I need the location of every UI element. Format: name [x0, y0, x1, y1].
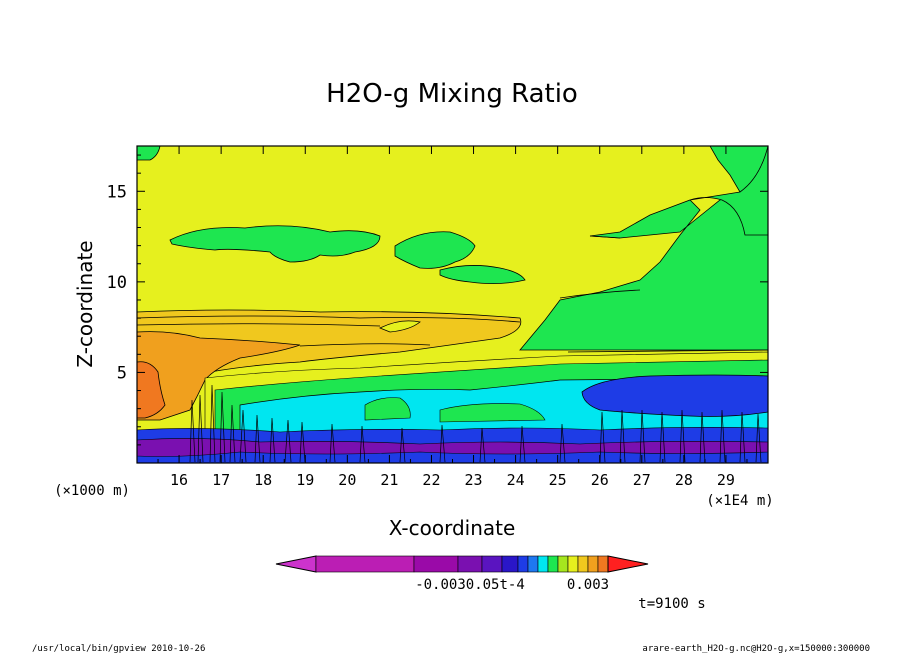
colorbar-segment [577, 555, 589, 573]
y-axis: 5 10 15 [107, 154, 768, 446]
x-tick-label: 21 [380, 471, 398, 489]
colorbar-segment [481, 555, 503, 573]
region-light-orange-inner [379, 320, 421, 333]
y-tick-label: 15 [107, 182, 127, 202]
x-tick-label: 22 [422, 471, 440, 489]
colorbar-right-arrow [607, 555, 649, 573]
colorbar-segment [567, 555, 579, 573]
x-tick-label: 17 [212, 471, 230, 489]
region-dark-orange [137, 361, 166, 419]
colorbar-segment [413, 555, 459, 573]
colorbar-segment [517, 555, 529, 573]
region-green-patch-1 [364, 397, 411, 421]
colorbar-segment [547, 555, 559, 573]
y-unit-label: (×1000 m) [54, 483, 130, 499]
region-purple-bottom [137, 438, 768, 457]
region-green-patch-2 [439, 403, 546, 423]
colorbar-segment [597, 555, 609, 573]
contour-field [137, 146, 768, 463]
colorbar-segment [537, 555, 549, 573]
colorbar-segment [457, 555, 483, 573]
x-axis-title: X-coordinate [389, 516, 516, 540]
contour-lines [137, 235, 768, 353]
y-tick-label: 5 [117, 363, 127, 383]
region-green-cloud-2 [394, 231, 476, 269]
region-upper-green-2 [689, 146, 768, 236]
y-tick-label: 10 [107, 273, 127, 293]
time-label: t=9100 s [638, 596, 705, 612]
x-tick-label: 19 [296, 471, 314, 489]
x-tick-label: 24 [507, 471, 525, 489]
colorbar [275, 555, 649, 573]
footer-right: arare-earth_H2O-g.nc@H2O-g,x=150000:3000… [642, 644, 870, 654]
colorbar-label-overlap: -0.0030.05t-4 [415, 577, 525, 593]
colorbar-segment [501, 555, 519, 573]
y-axis-title: Z-coordinate [73, 240, 97, 367]
x-axis: 16 17 18 19 20 21 22 23 24 25 26 27 28 29 [157, 146, 748, 489]
colorbar-segment [315, 555, 415, 573]
x-tick-label: 26 [591, 471, 609, 489]
x-tick-label: 25 [549, 471, 567, 489]
region-green-cloud-3 [439, 265, 526, 284]
colorbar-left-arrow [275, 555, 317, 573]
footer-left: /usr/local/bin/gpview 2010-10-26 [32, 644, 205, 654]
region-blue-blob [581, 374, 768, 417]
x-tick-label: 23 [465, 471, 483, 489]
region-orange [137, 331, 301, 421]
x-tick-label: 20 [338, 471, 356, 489]
region-green-cloud-1 [169, 225, 381, 263]
colorbar-segment [587, 555, 599, 573]
x-tick-label: 29 [717, 471, 735, 489]
colorbar-segment [557, 555, 569, 573]
colorbar-segment [527, 555, 539, 573]
x-tick-label: 16 [170, 471, 188, 489]
x-tick-label: 28 [675, 471, 693, 489]
x-tick-label: 27 [633, 471, 651, 489]
x-tick-label: 18 [254, 471, 272, 489]
colorbar-label-right: 0.003 [567, 577, 609, 593]
x-unit-label: (×1E4 m) [706, 493, 773, 509]
convective-streaks [189, 384, 762, 463]
chart-title: H2O-g Mixing Ratio [326, 79, 578, 109]
